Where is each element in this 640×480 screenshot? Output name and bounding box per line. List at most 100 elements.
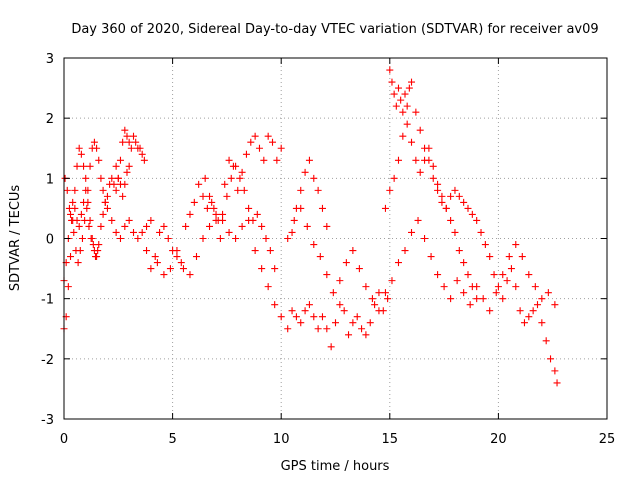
y-tick-label: 2: [46, 112, 54, 127]
data-point: [119, 138, 127, 146]
data-point: [127, 144, 135, 152]
data-point: [314, 186, 322, 194]
data-point: [132, 138, 140, 146]
data-point: [81, 216, 89, 224]
data-point: [429, 174, 437, 182]
data-point: [447, 216, 455, 224]
data-point: [434, 180, 442, 188]
x-axis-label: GPS time / hours: [281, 459, 390, 474]
data-point: [212, 210, 220, 218]
data-point: [206, 192, 214, 200]
data-point: [451, 228, 459, 236]
data-point: [314, 325, 322, 333]
data-point: [73, 162, 81, 170]
data-point: [121, 222, 129, 230]
data-point: [190, 198, 198, 206]
data-point: [123, 168, 131, 176]
data-point: [362, 331, 370, 339]
data-point: [401, 90, 409, 98]
data-point: [116, 156, 124, 164]
data-point: [486, 253, 494, 261]
data-point: [538, 319, 546, 327]
data-point: [305, 301, 313, 309]
x-tick-label: 0: [60, 432, 68, 447]
data-point: [412, 156, 420, 164]
data-point: [277, 313, 285, 321]
data-point: [499, 271, 507, 279]
data-point: [460, 198, 468, 206]
data-point: [103, 204, 111, 212]
data-point: [405, 84, 413, 92]
data-point: [553, 379, 561, 387]
data-point: [316, 253, 324, 261]
data-point: [323, 271, 331, 279]
data-point: [301, 168, 309, 176]
data-point: [345, 331, 353, 339]
data-point: [288, 228, 296, 236]
data-point: [99, 210, 107, 218]
data-point: [479, 295, 487, 303]
data-point: [494, 283, 502, 291]
data-point: [329, 289, 337, 297]
data-point: [80, 162, 88, 170]
data-point: [551, 367, 559, 375]
data-point: [381, 289, 389, 297]
data-point: [94, 247, 102, 255]
data-point: [305, 156, 313, 164]
grid-lines: [64, 58, 607, 419]
data-point: [236, 174, 244, 182]
data-point: [323, 222, 331, 230]
data-point: [403, 102, 411, 110]
data-point: [366, 319, 374, 327]
data-point: [97, 174, 105, 182]
data-point: [538, 295, 546, 303]
data-point: [368, 295, 376, 303]
x-tick-label: 15: [382, 432, 399, 447]
data-point: [460, 259, 468, 267]
data-point: [160, 271, 168, 279]
data-point: [82, 174, 90, 182]
data-point: [93, 144, 101, 152]
data-point: [225, 228, 233, 236]
data-point: [87, 235, 95, 242]
data-point: [269, 138, 277, 146]
data-point: [82, 186, 90, 194]
data-point: [375, 289, 383, 297]
data-point: [349, 247, 357, 255]
data-point: [288, 307, 296, 315]
data-point: [147, 216, 155, 224]
data-point: [74, 259, 82, 267]
data-point: [86, 162, 94, 170]
data-point: [112, 162, 120, 170]
data-point: [440, 283, 448, 291]
data-point: [232, 235, 240, 242]
data-point: [84, 198, 92, 206]
data-point: [136, 144, 144, 152]
data-point: [125, 216, 133, 224]
data-point: [408, 228, 416, 236]
data-point: [455, 247, 463, 255]
x-tick-label: 20: [490, 432, 507, 447]
data-point: [223, 192, 231, 200]
data-point: [371, 301, 379, 309]
data-point: [101, 198, 109, 206]
data-point: [392, 102, 400, 110]
data-point: [303, 222, 311, 230]
data-point: [358, 325, 366, 333]
data-point: [427, 253, 435, 261]
data-point: [490, 271, 498, 279]
y-tick-label: 0: [46, 233, 54, 248]
y-tick-label: -2: [41, 353, 54, 368]
data-point: [125, 138, 133, 146]
data-point: [336, 277, 344, 285]
data-point: [362, 283, 370, 291]
data-point: [544, 289, 552, 297]
data-point: [416, 126, 424, 134]
data-point: [412, 108, 420, 116]
chart-title: Day 360 of 2020, Sidereal Day-to-day VTE…: [71, 22, 598, 37]
data-point: [394, 156, 402, 164]
data-point: [292, 204, 300, 212]
data-point: [336, 301, 344, 309]
data-point: [533, 301, 541, 309]
data-point: [221, 180, 229, 188]
